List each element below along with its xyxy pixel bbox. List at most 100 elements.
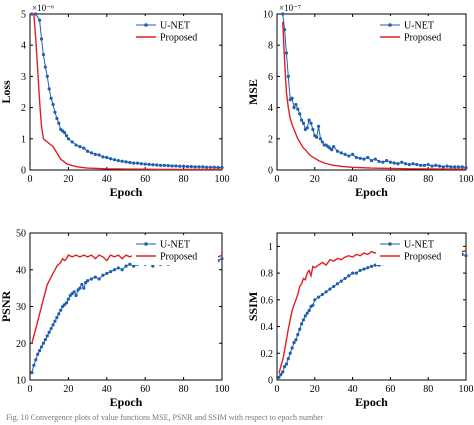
ssim-u-net-point — [358, 268, 362, 273]
loss-u-net-point — [74, 143, 78, 147]
mse-u-net-point — [434, 163, 438, 167]
psnr-u-net-point — [132, 264, 136, 268]
loss-u-net-point — [116, 159, 120, 163]
psnr-u-net-point — [78, 286, 82, 290]
loss-u-net-point — [174, 164, 178, 168]
loss-u-net-point — [208, 165, 213, 169]
mse-u-net-point — [318, 137, 323, 141]
psnr-u-net-point — [82, 286, 86, 290]
loss-u-net-point — [112, 158, 117, 162]
ssim-u-net-point — [282, 365, 287, 369]
loss-u-net-point — [178, 164, 182, 168]
mse-u-net-point — [441, 165, 445, 169]
mse-u-net-point — [403, 162, 408, 166]
psnr-series-u-net — [30, 257, 224, 375]
loss-u-net-point — [182, 164, 186, 168]
loss-u-net-point — [64, 134, 69, 138]
loss-legend-label-proposed: Proposed — [160, 33, 197, 44]
loss-u-net-point — [124, 160, 128, 164]
mse-legend-bg — [376, 16, 462, 46]
mse-u-net-point — [315, 135, 319, 139]
mse-series-u-net — [281, 12, 468, 170]
mse-u-net-point — [400, 160, 404, 164]
loss-u-net-point — [89, 151, 94, 155]
loss-u-net-point — [101, 155, 105, 159]
mse-u-net-point — [377, 159, 381, 164]
ssim-u-net-point — [301, 318, 306, 322]
psnr-u-net-point — [64, 301, 69, 305]
psnr-u-net-point — [38, 349, 42, 353]
loss-u-net-point — [109, 157, 113, 161]
ssim-u-net-point — [328, 287, 332, 291]
psnr-u-net-point — [51, 323, 55, 327]
mse-u-net-point — [296, 107, 300, 111]
psnr-u-net-point — [112, 268, 117, 272]
mse-xtick-label: 100 — [459, 174, 474, 185]
loss-u-net-point — [47, 87, 51, 91]
loss-legend-marker-u-net — [144, 23, 148, 27]
mse-xtick-label: 20 — [310, 174, 320, 185]
loss-u-net-point — [155, 163, 159, 167]
ssim-u-net-point — [354, 271, 358, 275]
loss-xtick-label: 60 — [140, 174, 150, 185]
mse-exponent-label: ×10⁻⁷ — [279, 3, 301, 13]
loss-ytick-label: 4 — [21, 41, 26, 52]
loss-u-net-point — [62, 130, 67, 135]
mse-u-net-point — [381, 160, 385, 164]
ssim-legend-bg — [376, 235, 462, 265]
mse-u-net-point — [332, 145, 336, 149]
loss-u-net-point — [212, 165, 216, 169]
mse-series-proposed — [282, 21, 467, 170]
mse-u-net-point — [445, 164, 449, 168]
psnr-y-axis-label: PSNR — [0, 291, 13, 323]
mse-legend-label-proposed: Proposed — [404, 33, 441, 44]
mse-u-net-point — [449, 165, 453, 169]
psnr-u-net-point — [53, 319, 57, 323]
mse-u-net-point — [351, 152, 355, 156]
ssim-u-net-point — [296, 332, 300, 337]
mse-u-net-point — [299, 118, 304, 122]
mse-u-net-point — [307, 118, 311, 122]
psnr-u-net-point — [57, 312, 61, 316]
loss-xtick-label: 0 — [28, 174, 33, 185]
loss-u-net-point — [43, 65, 47, 69]
loss-u-net-point — [49, 96, 53, 100]
loss-u-net-point — [158, 163, 163, 167]
mse-u-net-point — [392, 161, 396, 165]
ssim-ytick-label: 1 — [268, 242, 273, 253]
loss-u-net-point — [128, 160, 132, 165]
ssim-ytick-label: 0.6 — [261, 295, 274, 306]
ssim-u-net-point — [335, 282, 340, 286]
mse-legend-marker-u-net — [388, 23, 392, 27]
loss-u-net-point — [78, 145, 82, 149]
loss-u-net-point — [45, 74, 49, 78]
ssim-u-net-point — [298, 327, 302, 331]
mse-u-net-point — [281, 12, 285, 16]
ssim-u-net-point — [324, 290, 328, 294]
psnr-xtick-label: 40 — [102, 384, 112, 395]
ssim-u-net-point — [351, 271, 355, 275]
mse-x-axis-label: Epoch — [355, 185, 388, 199]
mse-u-net-point — [330, 148, 334, 152]
loss-u-net-point — [170, 164, 174, 168]
loss-u-net-point — [34, 12, 38, 16]
loss-series-u-net — [30, 12, 224, 170]
psnr-u-net-point — [116, 266, 120, 270]
loss-proposed-line — [31, 13, 222, 171]
mse-u-net-point — [298, 112, 302, 116]
ssim-u-net-point — [286, 357, 290, 361]
ssim-ytick-label: 0.4 — [261, 322, 274, 333]
psnr-panel: 0 20 40 60 80 100 10 20 30 40 50 Epoch PSNR U-NETProp… — [0, 229, 230, 410]
loss-ytick-label: 0 — [21, 166, 26, 177]
mse-u-net-point — [388, 160, 392, 164]
loss-u-net-point — [166, 164, 170, 168]
mse-u-net-point — [347, 154, 351, 158]
loss-legend-label-u-net: U-NET — [160, 21, 190, 32]
mse-xtick-label: 80 — [423, 174, 433, 185]
mse-u-net-point — [453, 165, 457, 169]
loss-xtick-label: 100 — [215, 174, 230, 185]
ssim-u-net-point — [313, 298, 317, 302]
mse-u-net-point — [354, 155, 358, 160]
mse-u-net-point — [290, 96, 294, 100]
mse-u-net-point — [316, 124, 321, 128]
